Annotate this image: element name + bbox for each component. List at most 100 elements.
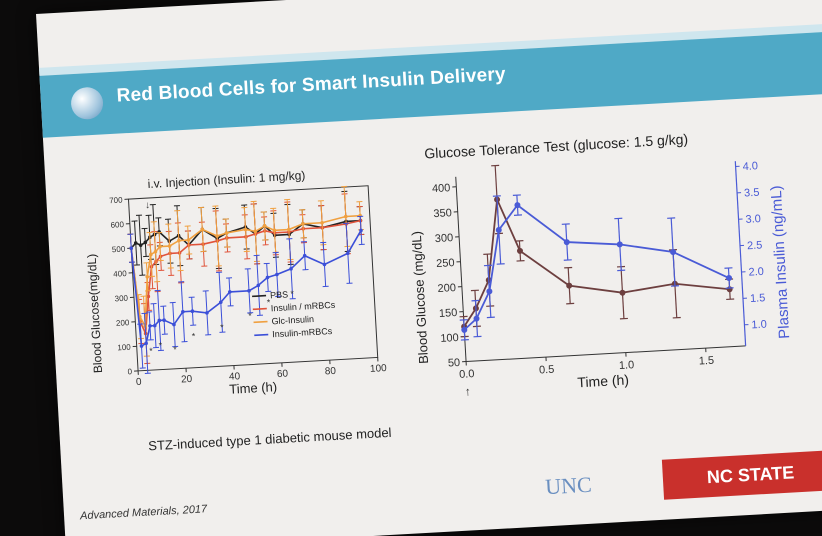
y-tick-label: 0: [127, 367, 132, 376]
slide-title: Red Blood Cells for Smart Insulin Delive…: [116, 63, 507, 107]
data-point: [145, 275, 150, 279]
unc-logo: UNC: [544, 471, 593, 500]
data-point: [265, 275, 270, 280]
data-point: [153, 249, 158, 254]
reference-citation: Advanced Materials, 2017: [79, 503, 208, 523]
bullet-sphere-icon: [70, 86, 104, 121]
significance-mark: *: [173, 344, 178, 354]
series-line: [130, 219, 361, 334]
legend-swatch: [253, 320, 268, 324]
legend-label: PBS: [270, 289, 289, 300]
significance-mark: *: [158, 340, 163, 350]
data-point: [289, 266, 293, 271]
data-point: [563, 239, 570, 246]
series-line: [130, 219, 361, 249]
slide: Red Blood Cells for Smart Insulin Delive…: [36, 0, 822, 536]
data-point: [302, 253, 307, 258]
data-point: [172, 322, 176, 327]
data-point: [566, 282, 573, 289]
data-point: [149, 252, 153, 257]
y2-tick-label: 2.0: [748, 266, 764, 279]
data-point: [177, 238, 181, 243]
injection-arrow-icon: ↑: [464, 384, 471, 398]
legend-label: Insulin-mRBCs: [272, 326, 333, 339]
x-tick-label: 0.5: [539, 364, 555, 377]
data-point: [359, 228, 363, 233]
x-tick-label: 0.0: [459, 368, 475, 381]
y-tick-label: 300: [434, 232, 453, 245]
data-point: [200, 227, 205, 232]
data-point: [495, 227, 502, 234]
data-point: [190, 309, 195, 314]
data-point: [301, 222, 305, 226]
data-point: [146, 294, 151, 299]
data-point: [167, 244, 172, 248]
slide-caption: STZ-induced type 1 diabetic mouse model: [147, 424, 392, 454]
data-point: [670, 249, 677, 256]
y-tick-label: 700: [109, 195, 123, 205]
x-tick-label: 60: [277, 368, 289, 380]
y-axis-label: Blood Glucose (mg/dL): [409, 231, 431, 365]
chart-iv-injection: i.v. Injection (Insulin: 1 mg/kg) 0 100 200…: [84, 168, 388, 397]
data-point: [262, 224, 267, 228]
plot-frame: [127, 185, 379, 372]
data-point: [726, 275, 733, 282]
y-tick-label: 400: [113, 269, 127, 279]
injection-arrow-icon: ↓: [145, 200, 151, 211]
data-point: [215, 234, 219, 238]
chart-glucose-tolerance: Glucose Tolerance Test (glucose: 1.5 g/k…: [409, 131, 794, 399]
data-point: [133, 241, 138, 245]
significance-mark: *: [290, 289, 295, 299]
data-point: [516, 247, 523, 254]
legend-swatch: [252, 307, 267, 311]
y-tick-label: 300: [114, 294, 128, 304]
y-tick-label: 500: [112, 245, 126, 255]
y-tick-label: 100: [440, 332, 459, 345]
data-point: [275, 272, 279, 277]
y-axis-label: Blood Glucose(mg/dL): [84, 253, 105, 373]
x-axis-label: Time (h): [577, 371, 629, 390]
data-point: [157, 318, 162, 323]
x-axis-label: Time (h): [229, 379, 278, 397]
data-point: [616, 241, 623, 248]
chart-title: i.v. Injection (Insulin: 1 mg/kg): [147, 168, 305, 191]
y2-axis-label: Plasma Insulin (ng/mL): [768, 185, 794, 339]
data-point: [256, 283, 261, 288]
y-tick-label: 400: [432, 182, 451, 195]
legend-label: Glc-Insulin: [271, 314, 314, 326]
x-tick-label: 100: [370, 363, 388, 375]
y-tick-label: 250: [436, 257, 455, 270]
data-point: [243, 227, 248, 232]
data-point: [272, 228, 277, 233]
y2-tick-label: 1.0: [751, 319, 767, 332]
y-tick-label: 350: [433, 207, 452, 220]
series-line: [463, 196, 730, 328]
significance-mark: *: [192, 331, 197, 341]
data-point: [158, 244, 162, 249]
y-tick-label: 150: [439, 307, 458, 320]
data-point: [486, 288, 493, 295]
series-line: [130, 214, 361, 330]
data-point: [143, 240, 148, 245]
data-point: [287, 227, 291, 232]
data-point: [148, 324, 152, 328]
y2-axis: [734, 161, 747, 346]
data-point: [162, 318, 166, 322]
data-point: [138, 243, 143, 248]
data-point: [152, 323, 157, 328]
y2-tick-label: 4.0: [742, 160, 758, 173]
data-point: [228, 290, 232, 294]
data-point: [186, 238, 191, 242]
legend-swatch: [252, 294, 267, 298]
chart-title: Glucose Tolerance Test (glucose: 1.5 g/k…: [424, 131, 689, 162]
series-line: [463, 203, 730, 331]
data-point: [346, 251, 350, 256]
y-tick-label: 200: [437, 282, 456, 295]
data-point: [461, 326, 468, 333]
x-axis: [466, 345, 746, 363]
data-point: [320, 220, 324, 225]
x-tick-label: 0: [136, 377, 143, 388]
y2-tick-label: 2.5: [747, 239, 763, 252]
y-tick-label: 200: [116, 318, 130, 328]
significance-mark: *: [267, 297, 272, 307]
